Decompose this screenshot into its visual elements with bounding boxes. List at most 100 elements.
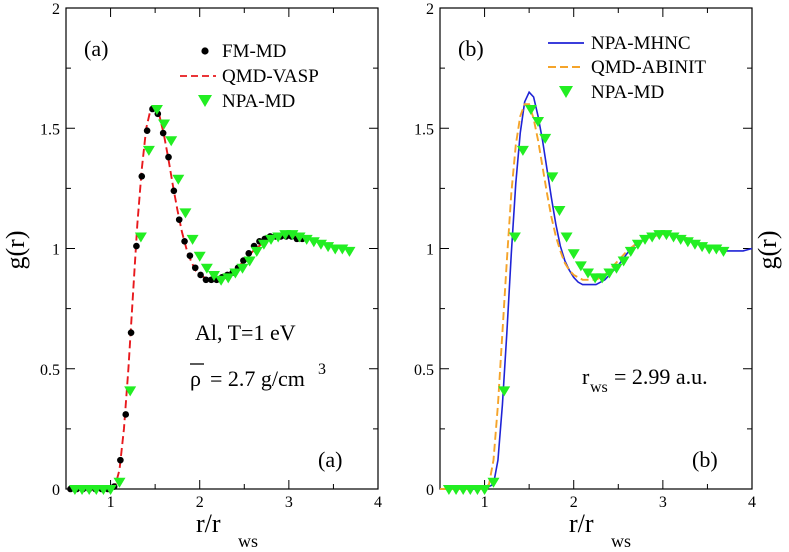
data-point-npa-md (631, 239, 644, 250)
y-tick-label: 0.5 (414, 362, 434, 379)
data-point-npa-md (250, 246, 263, 257)
x-tick-label: 2 (196, 494, 204, 511)
data-point-npa-md (532, 117, 545, 128)
legend-marker-npa-md (559, 86, 573, 98)
data-point-npa-md (229, 268, 242, 279)
tick-group: 1 2 3 4 0 0.5 1 1.5 2 (40, 1, 382, 511)
y-tick-label: 0 (426, 482, 434, 499)
data-point-npa-md (508, 232, 521, 243)
annotation-rho-exponent: 3 (318, 361, 326, 378)
x-axis-label-main: r/r (569, 509, 594, 538)
legend: FM-MD QMD-VASP NPA-MD (180, 41, 319, 112)
data-point-npa-md (134, 232, 147, 243)
data-point-npa-md (639, 234, 652, 245)
series-layer (440, 90, 753, 495)
data-point-fm-md (202, 276, 210, 284)
data-point-npa-md (624, 246, 637, 257)
data-point-npa-md (498, 386, 511, 397)
panel-label: (a) (84, 36, 108, 61)
data-point-npa-md (142, 145, 155, 156)
series-layer (67, 105, 356, 495)
y-tick-label: 1.5 (414, 121, 434, 138)
legend-label-npa-md: NPA-MD (222, 91, 295, 112)
data-point-fm-md (127, 329, 135, 336)
corner-label: (a) (318, 447, 342, 472)
annotation-rws: r ws = 2.99 a.u. (582, 364, 708, 396)
data-point-npa-md (207, 270, 220, 281)
data-point-fm-md (159, 129, 167, 137)
legend-label-npa-md: NPA-MD (591, 82, 664, 103)
y-tick-label: 1 (52, 242, 60, 259)
legend-label-fm-md: FM-MD (222, 41, 286, 62)
data-point-npa-md (265, 234, 278, 245)
data-point-npa-md (150, 105, 163, 116)
annotation-rws-main: r (582, 364, 590, 389)
data-point-npa-md (158, 119, 171, 130)
data-point-npa-md (581, 268, 594, 279)
annotation-rws-sub: ws (590, 379, 608, 396)
data-point-npa-md (104, 485, 117, 495)
data-point-fm-md (165, 153, 172, 161)
x-axis-label-sub: ws (611, 531, 631, 551)
data-point-fm-md (133, 242, 140, 250)
x-tick-label: 2 (570, 494, 578, 511)
data-point-npa-md (257, 239, 270, 250)
y-tick-label: 1.5 (40, 121, 60, 138)
legend-marker-fm-md (201, 47, 209, 55)
panel-right: 1 2 3 4 0 0.5 1 1.5 2 (b) NPA-MHNC QMD-ABINIT NP… (414, 1, 782, 551)
x-tick-label: 1 (107, 494, 115, 511)
y-axis-label-text: g(r) (1, 231, 30, 270)
data-point-npa-md (243, 256, 256, 267)
y-tick-label: 2 (52, 1, 60, 18)
corner-label: (b) (692, 447, 718, 472)
data-point-fm-md (143, 127, 151, 134)
data-point-npa-md (193, 251, 206, 262)
x-axis-label-sub: ws (238, 531, 258, 551)
legend: NPA-MHNC QMD-ABINIT NPA-MD (548, 33, 706, 103)
data-point-npa-md (617, 256, 630, 267)
data-point-npa-md (717, 246, 730, 257)
x-tick-label: 3 (659, 494, 667, 511)
data-point-npa-md (222, 273, 235, 284)
data-point-fm-md (245, 250, 253, 257)
data-point-npa-md (539, 133, 552, 144)
x-tick-label: 4 (374, 494, 382, 511)
data-point-npa-md (172, 174, 185, 185)
data-point-npa-md (560, 232, 573, 243)
y-tick-label: 0 (52, 482, 60, 499)
data-point-npa-md (524, 105, 537, 116)
annotation-material: Al, T=1 eV (195, 320, 296, 345)
x-tick-label: 1 (481, 494, 489, 511)
data-point-npa-md (236, 263, 249, 274)
data-point-npa-md (646, 232, 659, 243)
x-axis-label-main: r/r (196, 509, 221, 538)
y-tick-label: 2 (426, 1, 434, 18)
data-point-npa-md (478, 485, 491, 495)
y-axis-label: g(r) (753, 231, 782, 270)
data-point-npa-md (574, 261, 587, 272)
annotation-rws-value: = 2.99 a.u. (614, 364, 708, 389)
data-point-fm-md (117, 456, 124, 464)
data-point-fm-md (181, 237, 188, 245)
x-axis-label: r/r ws (196, 509, 258, 551)
panel-label: (b) (458, 36, 484, 61)
series-line-qmd-vasp (74, 105, 307, 490)
annotation-rho-symbol: ρ (190, 366, 201, 391)
data-point-fm-md (191, 264, 199, 272)
panel-left: 1 2 3 400.511.52 (a) FM-MD QMD-VASP NPA-MD … (1, 1, 382, 551)
data-point-npa-md (272, 232, 285, 243)
data-point-npa-md (343, 246, 356, 257)
data-point-npa-md (516, 145, 529, 156)
series-line-npa-mhnc (440, 90, 753, 490)
data-point-npa-md (487, 477, 500, 488)
legend-label-npa-mhnc: NPA-MHNC (591, 33, 691, 54)
data-point-npa-md (567, 249, 580, 260)
series-line-qmd-abinit (440, 103, 690, 490)
y-tick-label: 0.5 (40, 362, 60, 379)
x-tick-label: 3 (285, 494, 293, 511)
annotation-density: ρ = 2.7 g/cm 3 (190, 361, 326, 391)
data-point-npa-md (124, 386, 137, 397)
data-point-npa-md (603, 268, 616, 279)
y-axis-label: g(r) (1, 231, 30, 270)
